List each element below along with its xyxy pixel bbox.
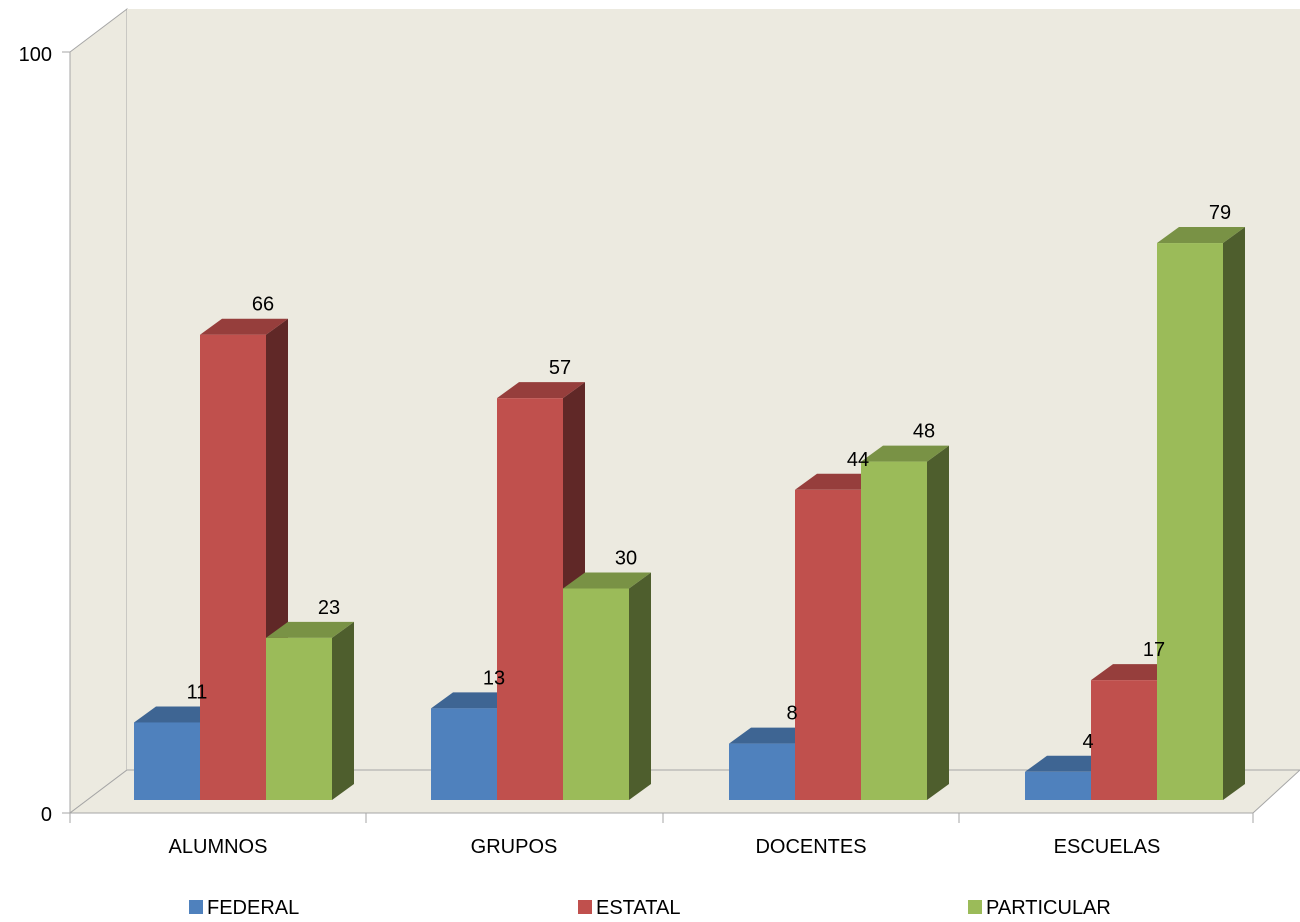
data-label-estatal-alumnos: 66 — [252, 294, 274, 316]
bar-particular-alumnos — [266, 621, 354, 800]
legend-swatch-particular — [968, 900, 982, 914]
data-label-particular-grupos: 30 — [615, 548, 637, 570]
y-tick-label-100: 100 — [19, 44, 52, 66]
back-wall — [69, 7, 128, 815]
bar-particular-escuelas — [1157, 227, 1245, 801]
data-label-estatal-grupos: 57 — [549, 357, 571, 379]
chart-walls — [68, 7, 1300, 815]
data-labels: 11 66 23 13 57 30 8 44 48 4 17 79 — [187, 202, 1232, 753]
legend-swatch-estatal — [578, 900, 592, 914]
legend: FEDERAL ESTATAL PARTICULAR — [189, 897, 1111, 919]
category-label-escuelas: ESCUELAS — [1054, 836, 1161, 858]
legend-label-particular: PARTICULAR — [986, 897, 1111, 919]
data-label-estatal-docentes: 44 — [847, 449, 869, 471]
bar-particular-grupos — [563, 572, 651, 800]
data-label-particular-alumnos: 23 — [318, 597, 340, 619]
data-label-federal-grupos: 13 — [483, 667, 505, 689]
back-wall-panel — [127, 9, 1300, 770]
category-label-alumnos: ALUMNOS — [169, 836, 268, 858]
data-label-federal-docentes: 8 — [786, 703, 797, 725]
legend-label-federal: FEDERAL — [207, 897, 299, 919]
axes: 0 100 ALUMNOS GRUPOS DOCENTES ESCUELAS — [19, 44, 1254, 858]
category-label-grupos: GRUPOS — [471, 836, 558, 858]
bars — [134, 227, 1245, 801]
data-label-federal-alumnos: 11 — [187, 681, 208, 703]
category-label-docentes: DOCENTES — [755, 836, 866, 858]
legend-label-estatal: ESTATAL — [596, 897, 680, 919]
data-label-federal-escuelas: 4 — [1082, 731, 1093, 753]
data-label-particular-docentes: 48 — [913, 421, 935, 443]
y-tick-label-0: 0 — [41, 804, 52, 826]
legend-swatch-federal — [189, 900, 203, 914]
data-label-estatal-escuelas: 17 — [1143, 639, 1165, 661]
bar-particular-docentes — [861, 445, 949, 800]
data-label-particular-escuelas: 79 — [1209, 202, 1231, 224]
